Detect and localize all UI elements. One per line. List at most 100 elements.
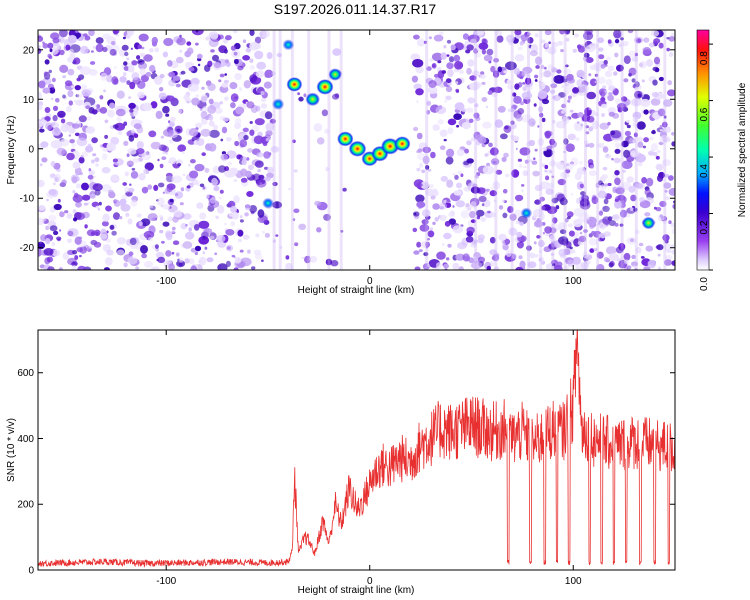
heatmap-cell bbox=[149, 205, 154, 209]
heatmap-cell bbox=[195, 30, 199, 33]
heatmap-cell bbox=[179, 49, 183, 53]
heatmap-cell bbox=[219, 101, 224, 105]
heatmap-feature bbox=[348, 140, 367, 157]
heatmap-cell bbox=[162, 145, 169, 153]
heatmap-cell bbox=[615, 246, 623, 254]
heatmap-cell bbox=[257, 209, 265, 218]
heatmap-cell bbox=[94, 157, 100, 163]
heatmap-cell bbox=[439, 145, 446, 150]
heatmap-cell bbox=[123, 140, 129, 146]
heatmap-cell bbox=[564, 30, 571, 35]
heatmap-cell bbox=[206, 257, 214, 263]
heatmap-cell bbox=[138, 62, 148, 70]
colorbar: 0.0 0.2 0.4 0.6 0.8 Normalized spectral ampl… bbox=[696, 29, 748, 291]
snr-frame bbox=[37, 329, 676, 571]
heatmap-cell bbox=[671, 260, 675, 266]
heatmap-cell bbox=[194, 163, 205, 172]
heatmap-cell bbox=[38, 45, 41, 48]
heatmap-cell bbox=[201, 86, 205, 90]
heatmap-cell bbox=[160, 135, 165, 139]
heatmap-cell bbox=[89, 179, 94, 183]
heatmap-cell bbox=[540, 39, 546, 44]
heatmap-cell bbox=[197, 63, 201, 67]
heatmap-cell bbox=[503, 125, 512, 134]
heatmap-cell bbox=[454, 174, 459, 180]
heatmap-cell bbox=[59, 64, 69, 73]
heatmap-cell bbox=[460, 173, 464, 177]
heatmap-cell bbox=[167, 216, 173, 222]
heatmap-cell bbox=[527, 86, 533, 91]
heatmap-cell bbox=[453, 54, 461, 62]
heatmap-cell bbox=[502, 188, 508, 194]
heatmap-cell bbox=[533, 103, 537, 107]
heatmap-cell bbox=[183, 94, 190, 101]
heatmap-cell bbox=[608, 220, 617, 226]
heatmap-cell bbox=[209, 31, 219, 40]
heatmap-cell bbox=[44, 257, 51, 265]
heatmap-cell bbox=[501, 199, 506, 203]
heatmap-cell bbox=[519, 163, 523, 168]
heatmap-cell bbox=[588, 73, 592, 77]
heatmap-cell bbox=[497, 105, 506, 113]
heatmap-cell bbox=[136, 91, 145, 99]
heatmap-cell bbox=[75, 99, 84, 106]
heatmap-cell bbox=[231, 211, 239, 220]
heatmap-cell bbox=[653, 206, 657, 210]
heatmap-cell bbox=[74, 236, 82, 245]
heatmap-cell bbox=[174, 191, 184, 199]
heatmap-cell bbox=[101, 167, 111, 174]
heatmap-cell bbox=[342, 187, 347, 192]
heatmap-cell bbox=[573, 121, 583, 129]
heatmap-cell bbox=[149, 64, 156, 73]
heatmap-cell bbox=[288, 187, 292, 191]
heatmap-cell bbox=[112, 30, 120, 34]
heatmap-cell bbox=[243, 80, 251, 89]
heatmap-cell bbox=[470, 137, 476, 142]
heatmap-cell bbox=[193, 224, 200, 231]
heatmap-cell bbox=[59, 138, 70, 147]
heatmap-cell bbox=[542, 146, 548, 152]
heatmap-cell bbox=[538, 250, 543, 254]
heatmap-cell bbox=[182, 173, 186, 177]
heatmap-cell bbox=[522, 86, 527, 92]
heatmap-cell bbox=[168, 139, 174, 144]
heatmap-cell bbox=[210, 49, 215, 53]
heatmap-cell bbox=[537, 138, 545, 146]
heatmap-cell bbox=[447, 69, 454, 78]
heatmap-cell bbox=[73, 217, 78, 222]
heatmap-cell bbox=[214, 252, 218, 256]
heatmap-cell bbox=[268, 152, 272, 156]
heatmap-cell bbox=[207, 83, 216, 92]
heatmap-cell bbox=[245, 48, 252, 53]
heatmap-cell bbox=[56, 147, 66, 155]
heatmap-cell bbox=[161, 156, 167, 160]
heatmap-cell bbox=[176, 37, 186, 46]
heatmap-cell bbox=[168, 71, 176, 78]
heatmap-cell bbox=[478, 42, 489, 50]
heatmap-cell bbox=[657, 108, 666, 117]
heatmap-cell bbox=[119, 76, 127, 83]
heatmap-cell bbox=[411, 75, 418, 83]
heatmap-cell bbox=[672, 204, 675, 209]
snr-y-axis: 0 200 400 600 bbox=[17, 368, 675, 577]
heatmap-cell bbox=[643, 109, 649, 115]
heatmap-cell bbox=[547, 64, 554, 71]
heatmap-cell bbox=[559, 197, 568, 206]
y-tick-label: 20 bbox=[23, 45, 35, 56]
heatmap-cell bbox=[619, 209, 628, 218]
heatmap-cell bbox=[565, 90, 570, 95]
heatmap-cell bbox=[602, 166, 608, 171]
heatmap-cell bbox=[79, 66, 92, 76]
heatmap-cell bbox=[230, 93, 239, 102]
heatmap-cell bbox=[157, 197, 165, 206]
heatmap-cell bbox=[77, 265, 87, 270]
heatmap-cell bbox=[458, 266, 464, 270]
heatmap-cell bbox=[205, 36, 211, 41]
heatmap-cell bbox=[154, 244, 159, 250]
heatmap-cell bbox=[570, 192, 574, 196]
heatmap-cell bbox=[38, 179, 45, 188]
heatmap-cell bbox=[636, 38, 642, 43]
heatmap-cell bbox=[630, 194, 637, 202]
heatmap-cell bbox=[188, 163, 191, 167]
heatmap-cell bbox=[453, 113, 462, 120]
